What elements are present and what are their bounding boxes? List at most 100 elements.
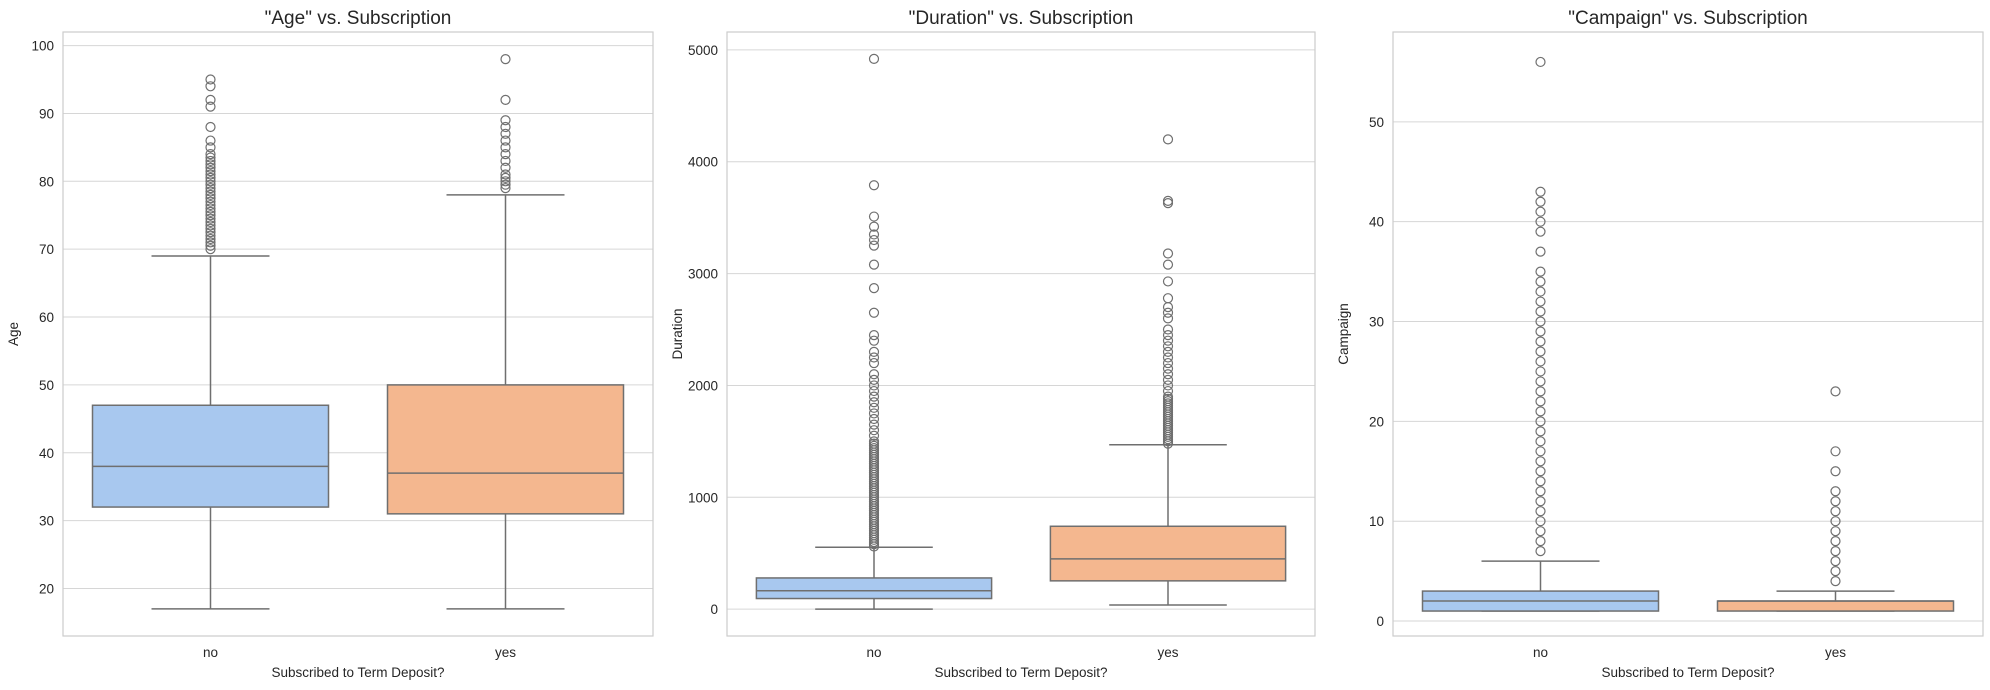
outlier-point bbox=[1535, 366, 1546, 377]
y-tick-label: 0 bbox=[710, 602, 718, 617]
y-tick-label: 50 bbox=[39, 378, 54, 393]
outlier-point bbox=[868, 357, 880, 369]
outlier-point bbox=[1162, 341, 1174, 352]
outlier-point bbox=[1162, 391, 1174, 402]
outlier-point bbox=[500, 135, 511, 146]
outlier-point bbox=[205, 216, 216, 228]
outlier-point bbox=[1830, 536, 1841, 547]
outlier-point bbox=[1535, 186, 1546, 197]
outlier-point bbox=[1830, 516, 1841, 527]
outlier-point bbox=[868, 408, 880, 419]
outlier-point bbox=[1162, 293, 1174, 304]
outlier-point bbox=[205, 121, 216, 133]
y-tick-label: 90 bbox=[39, 106, 54, 121]
y-tick-label: 30 bbox=[1369, 315, 1384, 330]
outlier-point bbox=[1830, 575, 1841, 587]
outlier-point bbox=[205, 186, 216, 197]
outlier-point bbox=[500, 179, 511, 190]
outlier-point bbox=[1162, 302, 1174, 313]
outlier-point bbox=[205, 155, 216, 167]
iqr-box bbox=[1716, 600, 1955, 612]
outlier-point bbox=[205, 101, 216, 112]
outlier-point bbox=[1535, 426, 1546, 437]
outlier-point bbox=[205, 244, 216, 255]
outlier-point bbox=[1830, 386, 1841, 397]
outlier-point bbox=[205, 182, 216, 194]
outlier-point bbox=[868, 180, 880, 191]
chart-panel-1: 20 30 40 50 60 70 80 90 100 no yes "Age" vs. Subscr… bbox=[6, 8, 654, 680]
plot-frame bbox=[1392, 31, 1984, 637]
y-tick-label: 3000 bbox=[688, 267, 718, 282]
box-no bbox=[1421, 56, 1660, 612]
outlier-point bbox=[868, 413, 880, 425]
outlier-point bbox=[1535, 436, 1546, 447]
outlier-point bbox=[868, 240, 880, 251]
plot-frame bbox=[62, 31, 654, 637]
outlier-point bbox=[1535, 276, 1546, 287]
outlier-point bbox=[868, 346, 880, 357]
outlier-point bbox=[205, 196, 216, 207]
outlier-point bbox=[868, 307, 880, 318]
outlier-point bbox=[1535, 56, 1546, 68]
y-tick-label: 1000 bbox=[688, 490, 718, 505]
outlier-point bbox=[1535, 376, 1546, 387]
outlier-point bbox=[205, 206, 216, 217]
outlier-point bbox=[1535, 226, 1546, 237]
chart-panel-2: 0 1000 2000 3000 4000 5000 no yes "Duration" vs.… bbox=[670, 8, 1316, 680]
outlier-point bbox=[1162, 307, 1174, 318]
outlier-point bbox=[205, 189, 216, 200]
outlier-point bbox=[205, 237, 216, 248]
outlier-point bbox=[1535, 196, 1546, 207]
y-tick-label: 20 bbox=[39, 581, 54, 596]
outlier-point bbox=[205, 74, 216, 85]
outlier-point bbox=[205, 149, 216, 160]
x-tick-label: no bbox=[203, 645, 218, 660]
outlier-point bbox=[500, 162, 511, 173]
outlier-point bbox=[205, 94, 216, 105]
outlier-point bbox=[868, 374, 880, 385]
outlier-point bbox=[868, 221, 880, 232]
box-no bbox=[91, 74, 330, 610]
x-tick-label: yes bbox=[1157, 645, 1178, 660]
outlier-point bbox=[1535, 406, 1546, 417]
outlier-point bbox=[1535, 346, 1546, 357]
outlier-point bbox=[500, 155, 511, 167]
x-axis-label: Subscribed to Term Deposit? bbox=[271, 665, 444, 680]
outlier-point bbox=[1162, 259, 1174, 270]
chart-title: "Campaign" vs. Subscription bbox=[1568, 8, 1808, 29]
outlier-point bbox=[868, 259, 880, 270]
outlier-point bbox=[1830, 566, 1841, 577]
outlier-point bbox=[205, 166, 216, 177]
y-tick-label: 5000 bbox=[688, 43, 718, 58]
outlier-point bbox=[1535, 396, 1546, 407]
outlier-point bbox=[1535, 546, 1546, 557]
outlier-point bbox=[1535, 296, 1546, 307]
outlier-point bbox=[868, 53, 880, 64]
y-tick-label: 100 bbox=[31, 39, 54, 54]
outlier-point bbox=[205, 199, 216, 211]
outlier-point bbox=[868, 380, 880, 391]
outlier-point bbox=[868, 391, 880, 402]
outlier-point bbox=[1162, 324, 1174, 335]
outlier-point bbox=[868, 419, 880, 430]
outlier-point bbox=[1535, 246, 1546, 257]
outlier-point bbox=[1830, 486, 1841, 497]
box-no bbox=[755, 53, 993, 610]
box-yes bbox=[1716, 386, 1955, 612]
box-yes bbox=[386, 54, 625, 610]
outlier-point bbox=[205, 142, 216, 153]
outlier-point bbox=[205, 210, 216, 221]
outlier-point bbox=[205, 179, 216, 190]
outlier-point bbox=[500, 169, 511, 180]
outlier-point bbox=[868, 211, 880, 222]
outlier-point bbox=[500, 121, 511, 133]
outlier-point bbox=[205, 227, 216, 238]
outlier-point bbox=[1162, 346, 1174, 357]
outlier-point bbox=[205, 172, 216, 184]
outlier-point bbox=[1162, 248, 1174, 259]
box-yes bbox=[1049, 134, 1287, 606]
outlier-point bbox=[1162, 335, 1174, 346]
chart-title: "Age" vs. Subscription bbox=[265, 8, 452, 29]
outlier-point bbox=[205, 152, 216, 163]
